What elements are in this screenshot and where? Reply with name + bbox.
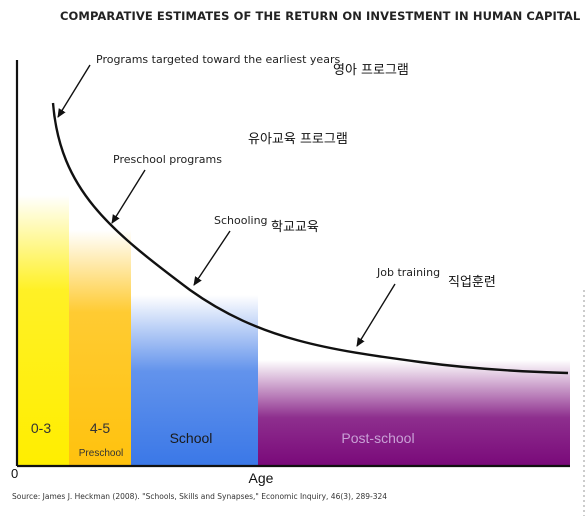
source-citation: Source: James J. Heckman (2008). "School… bbox=[12, 492, 387, 501]
korean-label-infant: 영아 프로그램 bbox=[333, 63, 409, 78]
roi-curve bbox=[51, 102, 569, 375]
annotation-job-training: Job training bbox=[376, 266, 440, 279]
origin-label: 0 bbox=[11, 466, 18, 481]
segment-label-post-school: Post-school bbox=[341, 430, 414, 446]
x-axis-label: Age bbox=[249, 470, 274, 486]
annotation-preschool: Preschool programs bbox=[113, 153, 222, 166]
korean-label-job-training: 직업훈련 bbox=[448, 275, 496, 290]
segment-label-4-5: 4-5 bbox=[90, 420, 110, 436]
arrow-preschool bbox=[111, 169, 146, 224]
segment-0-3 bbox=[17, 195, 69, 465]
arrow-earliest-years bbox=[57, 64, 91, 118]
segment-school bbox=[131, 295, 258, 465]
arrow-schooling bbox=[193, 230, 231, 286]
korean-label-schooling: 학교교육 bbox=[271, 220, 319, 235]
annotation-earliest-years: Programs targeted toward the earliest ye… bbox=[96, 53, 340, 66]
segment-sub-preschool: Preschool bbox=[79, 448, 123, 459]
segment-post-school bbox=[258, 360, 570, 465]
arrow-job-training bbox=[356, 283, 396, 347]
korean-label-early-childhood: 유아교육 프로그램 bbox=[248, 132, 348, 147]
chart-title: COMPARATIVE ESTIMATES OF THE RETURN ON I… bbox=[60, 9, 581, 23]
segment-label-school: School bbox=[170, 430, 213, 446]
segment-4-5 bbox=[69, 230, 131, 465]
annotation-schooling: Schooling bbox=[214, 214, 268, 227]
segment-label-0-3: 0-3 bbox=[31, 420, 51, 436]
